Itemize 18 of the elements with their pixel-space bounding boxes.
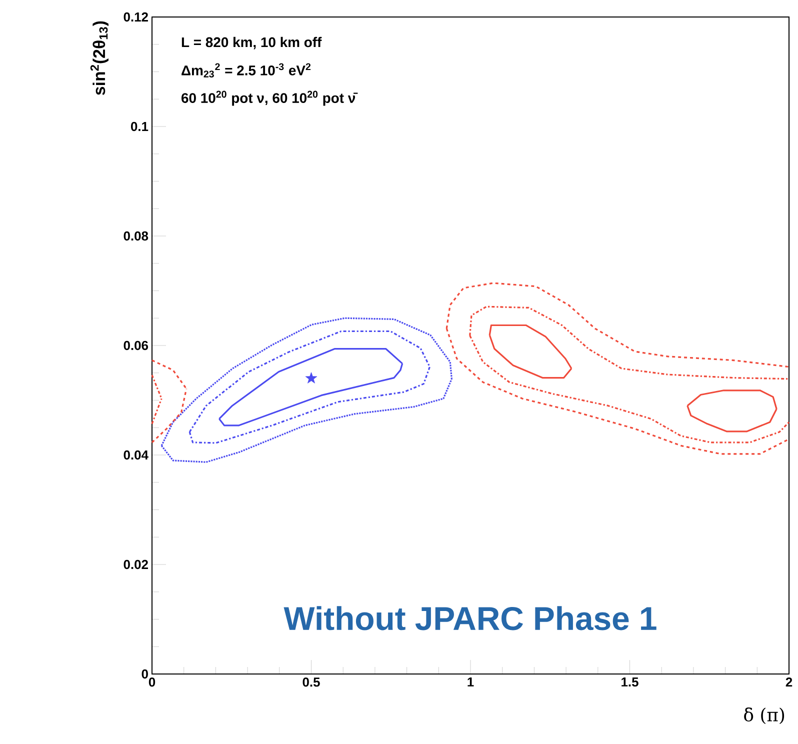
y-axis-title: sin$^{2}$(2θ$_{13}$): [90, 21, 108, 96]
annotation: 60 10$^{20}$ pot ν, 60 10$^{20}$ pot ν̄: [182, 90, 358, 106]
y-tick-label: 0.04: [124, 450, 148, 460]
x-tick-label: 1: [468, 678, 474, 686]
y-tick-label: 0.06: [124, 340, 148, 350]
x-axis-title: δ (π): [744, 708, 784, 724]
annotation: Δm$_{23}$$^{2}$ = 2.5 10$^{-3}$ eV$^{2}$: [182, 63, 311, 78]
y-tick-label: 0.12: [124, 12, 148, 22]
y-tick-label: 0.1: [130, 122, 148, 132]
annotation: L = 820 km, 10 km off: [182, 36, 322, 50]
annotation: Without JPARC Phase 1: [284, 606, 656, 630]
x-tick-label: 2: [786, 678, 792, 687]
x-tick-label: 1.5: [622, 678, 638, 687]
y-tick-label: 0: [142, 669, 148, 679]
y-tick-label: 0.02: [124, 560, 148, 570]
y-tick-label: 0.08: [124, 231, 148, 241]
x-tick-label: 0: [148, 678, 156, 687]
x-tick-label: 0.5: [302, 678, 320, 687]
